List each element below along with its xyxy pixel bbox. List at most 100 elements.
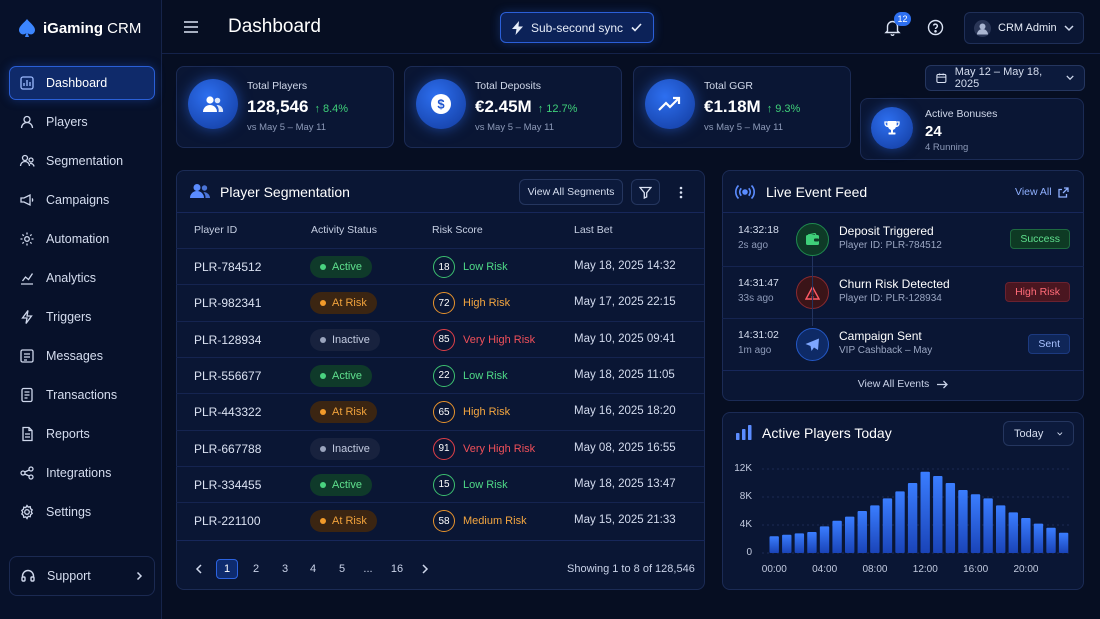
segmentation-title: Player Segmentation <box>220 184 350 200</box>
hamburger-menu-icon[interactable] <box>183 20 199 34</box>
view-all-segments-button[interactable]: View All Segments <box>519 179 623 205</box>
active-bonuses-card[interactable]: Active Bonuses 24 4 Running <box>860 98 1084 160</box>
page-button-4[interactable]: 4 <box>309 563 317 575</box>
stat-card-total-deposits[interactable]: $ Total Deposits €2.45M ↑ 12.7% vs May 5 – M… <box>404 66 622 148</box>
sidebar-item-integrations[interactable]: Integrations <box>9 456 155 490</box>
table-row[interactable]: PLR-784512 Active 18 Low Risk May 18, 2025 1… <box>176 248 704 284</box>
y-tick-label: 12K <box>734 463 752 474</box>
stat-comparison: vs May 5 – May 11 <box>475 122 555 133</box>
player-id-cell: PLR-784512 <box>194 260 262 274</box>
table-row[interactable]: PLR-221100 At Risk 58 Medium Risk May 15, 20… <box>176 502 704 538</box>
sidebar-item-automation[interactable]: Automation <box>9 222 155 256</box>
campaigns-icon <box>20 193 34 207</box>
automation-icon <box>20 232 34 246</box>
prev-page-icon[interactable] <box>195 564 203 574</box>
event-time: 14:31:47 <box>738 277 779 289</box>
player-id-cell: PLR-221100 <box>194 514 261 529</box>
bar-chart-icon <box>736 425 752 440</box>
sidebar-item-dashboard[interactable]: Dashboard <box>9 66 155 100</box>
table-row[interactable]: PLR-128934 Inactive 85 Very High Risk May 10… <box>176 320 704 357</box>
x-tick-label: 00:00 <box>761 564 787 575</box>
sidebar-item-reports[interactable]: Reports <box>9 417 155 451</box>
event-subtitle: Player ID: PLR-128934 <box>839 293 942 304</box>
risk-label: Low Risk <box>463 369 508 382</box>
table-row[interactable]: PLR-556677 Active 22 Low Risk May 18, 2025 1… <box>176 356 704 393</box>
col-player-id[interactable]: Player ID <box>194 224 238 236</box>
calendar-icon <box>936 73 947 84</box>
trend-up-icon <box>645 79 695 129</box>
col-last-bet[interactable]: Last Bet <box>574 224 613 236</box>
table-row[interactable]: PLR-443322 At Risk 65 High Risk May 16, 2025… <box>176 393 704 429</box>
page-button-1[interactable]: 1 <box>216 559 238 579</box>
player-id-cell: PLR-667788 <box>194 441 262 456</box>
divider <box>722 212 1084 213</box>
sidebar-item-campaigns[interactable]: Campaigns <box>9 183 155 217</box>
date-range-picker[interactable]: May 12 – May 18, 2025 <box>925 65 1085 91</box>
x-tick-label: 04:00 <box>812 564 838 575</box>
y-tick-label: 0 <box>746 547 752 558</box>
last-bet-cell: May 16, 2025 18:20 <box>574 405 676 418</box>
more-options-button[interactable] <box>668 179 694 205</box>
stat-value: 128,546 <box>247 97 309 116</box>
support-button[interactable]: Support <box>9 556 155 596</box>
table-row[interactable]: PLR-667788 Inactive 91 Very High Risk May 08… <box>176 429 704 466</box>
help-icon[interactable] <box>927 19 944 36</box>
period-select[interactable]: Today <box>1003 421 1074 446</box>
more-vertical-icon <box>679 186 683 198</box>
page-button-16[interactable]: 16 <box>390 563 404 575</box>
event-item[interactable]: 14:31:47 33s ago Churn Risk Detected Player… <box>722 266 1084 318</box>
app-logo[interactable]: iGaming CRM <box>18 17 141 39</box>
risk-label: Medium Risk <box>463 515 527 528</box>
date-range-label: May 12 – May 18, 2025 <box>954 66 1043 90</box>
event-title: Campaign Sent <box>839 329 922 343</box>
dollar-icon: $ <box>416 79 466 129</box>
gear-icon <box>20 504 34 520</box>
x-tick-label: 12:00 <box>912 564 938 575</box>
page-button-5[interactable]: 5 <box>338 563 346 575</box>
sidebar-item-settings[interactable]: Settings <box>9 495 155 529</box>
pagination-summary: Showing 1 to 8 of 128,546 <box>567 563 695 575</box>
event-status-badge: Success <box>1010 229 1070 249</box>
filter-button[interactable] <box>631 179 660 205</box>
sidebar-item-transactions[interactable]: Transactions <box>9 378 155 412</box>
divider <box>176 540 705 541</box>
event-item[interactable]: 14:32:18 2s ago Deposit Triggered Player ID… <box>722 214 1084 266</box>
stat-value-row: 128,546 ↑ 8.4% <box>247 97 348 117</box>
status-dot <box>320 445 326 452</box>
col-risk-score[interactable]: Risk Score <box>432 224 483 236</box>
event-item[interactable]: 14:31:02 1m ago Campaign Sent VIP Cashback … <box>722 318 1084 370</box>
lightning-icon <box>511 20 523 35</box>
table-row[interactable]: PLR-982341 At Risk 72 High Risk May 17, 2025… <box>176 284 704 320</box>
sidebar-item-players[interactable]: Players <box>9 105 155 139</box>
feed-view-all-link[interactable]: View All <box>1015 186 1069 198</box>
stat-comparison: vs May 5 – May 11 <box>704 122 784 133</box>
sidebar-item-analytics[interactable]: Analytics <box>9 261 155 295</box>
stat-card-total-ggr[interactable]: Total GGR €1.18M ↑ 9.3% vs May 5 – May 11 <box>633 66 851 148</box>
stat-card-total-players[interactable]: Total Players 128,546 ↑ 8.4% vs May 5 – May… <box>176 66 394 148</box>
sidebar-item-triggers[interactable]: Triggers <box>9 300 155 334</box>
sidebar-item-segmentation[interactable]: Segmentation <box>9 144 155 178</box>
view-all-events-link[interactable]: View All Events <box>722 378 1084 390</box>
player-id-cell: PLR-128934 <box>194 332 262 347</box>
chevron-down-icon <box>1057 431 1063 435</box>
sync-status-button[interactable]: Sub-second sync <box>500 12 654 43</box>
page-button-2[interactable]: 2 <box>252 563 260 575</box>
svg-text:$: $ <box>437 97 445 112</box>
last-bet-cell: May 10, 2025 09:41 <box>574 332 676 345</box>
sidebar-item-messages[interactable]: Messages <box>9 339 155 373</box>
check-icon <box>631 23 642 32</box>
status-badge: Active <box>310 473 372 496</box>
next-page-icon[interactable] <box>421 564 429 574</box>
user-menu-button[interactable]: CRM Admin <box>964 12 1084 44</box>
last-bet-cell: May 08, 2025 16:55 <box>574 441 676 454</box>
col-activity-status[interactable]: Activity Status <box>311 224 377 236</box>
page-button-3[interactable]: 3 <box>281 563 289 575</box>
x-tick-label: 20:00 <box>1013 564 1039 575</box>
status-label: Active <box>332 478 362 491</box>
table-row[interactable]: PLR-334455 Active 15 Low Risk May 18, 2025 1… <box>176 465 704 502</box>
event-subtitle: VIP Cashback – May <box>839 345 933 356</box>
risk-score-ring: 85 <box>433 328 455 351</box>
stat-comparison: vs May 5 – May 11 <box>247 122 327 133</box>
notification-count-badge: 12 <box>894 12 911 26</box>
status-label: Active <box>332 369 362 382</box>
